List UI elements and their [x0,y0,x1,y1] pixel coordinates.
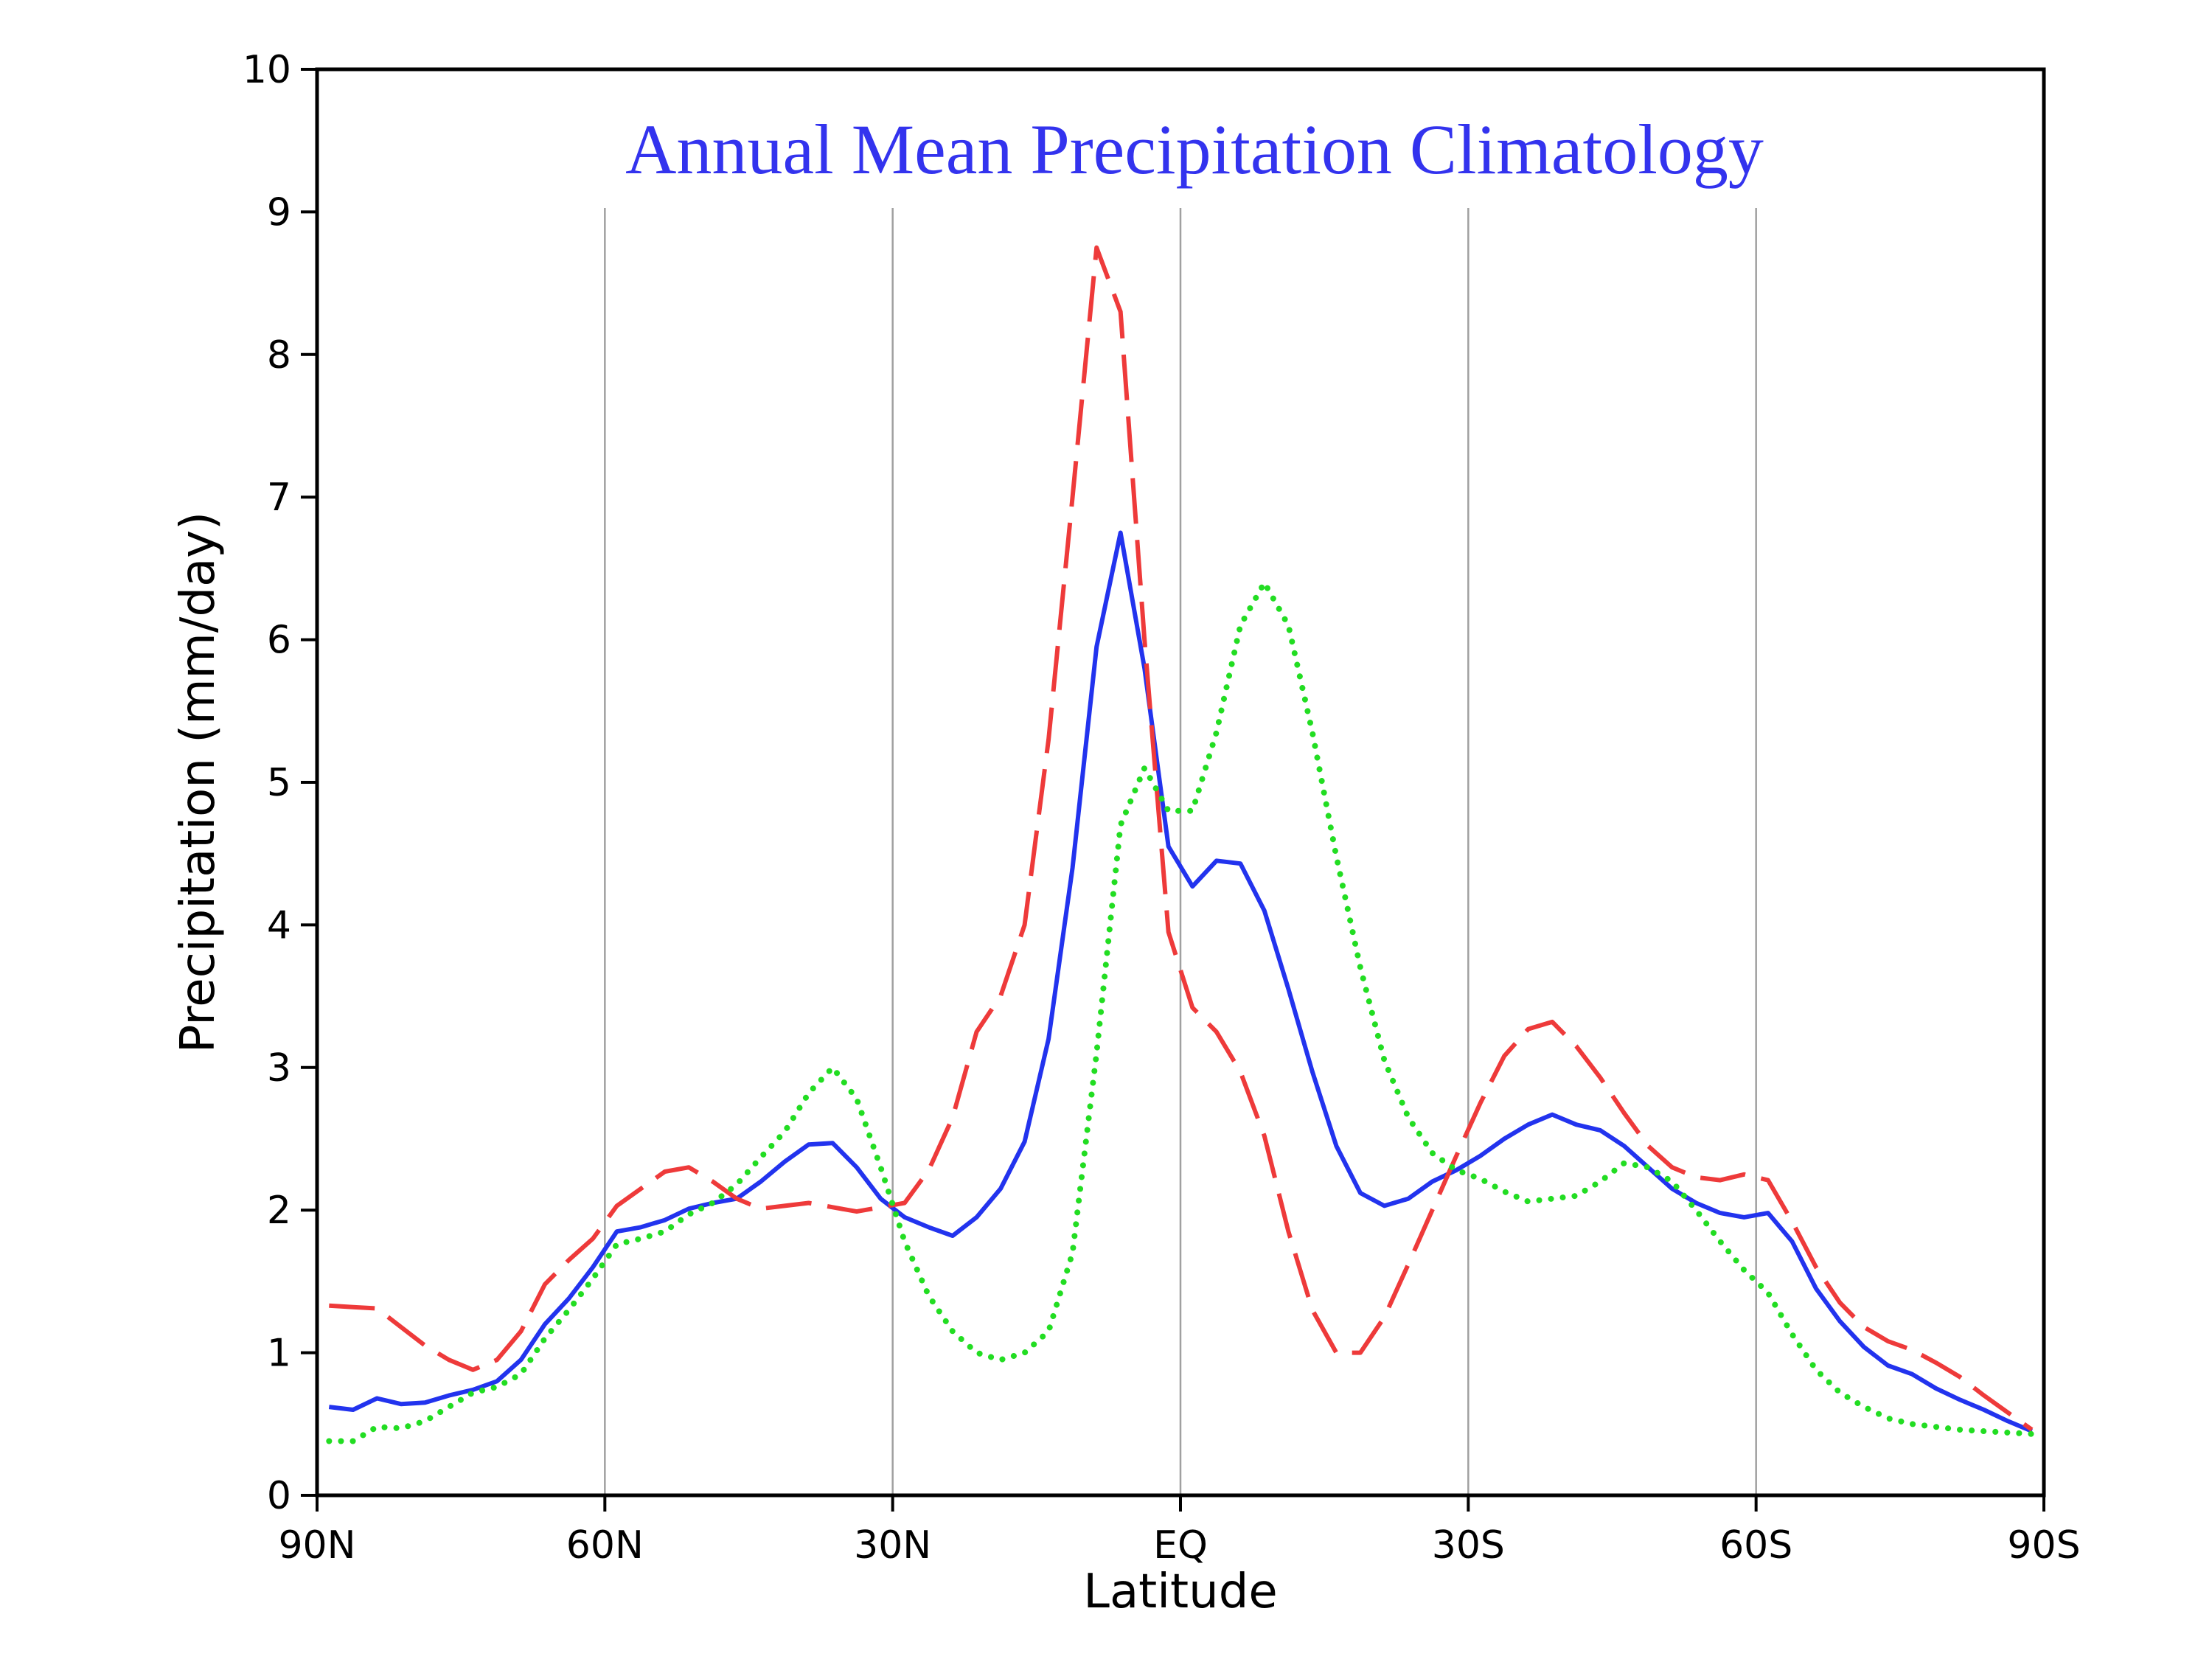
x-tick-label: 30S [1432,1523,1505,1568]
y-axis-title: Precipitation (mm/day) [171,512,226,1053]
x-tick-label: EQ [1153,1523,1208,1568]
series-line-2-dashed [329,245,2034,1432]
y-tick-label: 0 [267,1474,291,1518]
x-axis-title: Latitude [1083,1565,1277,1619]
y-tick-label: 1 [267,1332,291,1376]
y-tick-label: 6 [267,619,291,663]
x-tick-label: 60N [566,1523,644,1568]
y-tick-label: 2 [267,1189,291,1233]
series-lines [326,245,2035,1444]
y-tick-label: 8 [267,333,291,378]
x-tick-label: 90S [2007,1523,2080,1568]
y-tick-label: 7 [267,476,291,520]
x-tick-label: 90N [278,1523,355,1568]
series-line-3-dotted [326,580,2035,1444]
x-tick-label: 30N [854,1523,931,1568]
y-tick-label: 3 [267,1046,291,1091]
y-tick-label: 9 [267,190,291,234]
x-tick-label: 60S [1719,1523,1792,1568]
vertical-grid-lines [604,208,1757,1495]
series-line-1-solid [328,530,2033,1433]
y-tick-label: 5 [267,761,291,805]
y-tick-label: 10 [243,48,291,92]
chart-title: Annual Mean Precipitation Climatology [625,110,1764,189]
y-tick-label: 4 [267,903,291,947]
axis-ticks: 90N 60N 30N EQ 30S 60S 90S 0 1 2 3 4 5 6 7 8 9 10 [243,48,2081,1568]
